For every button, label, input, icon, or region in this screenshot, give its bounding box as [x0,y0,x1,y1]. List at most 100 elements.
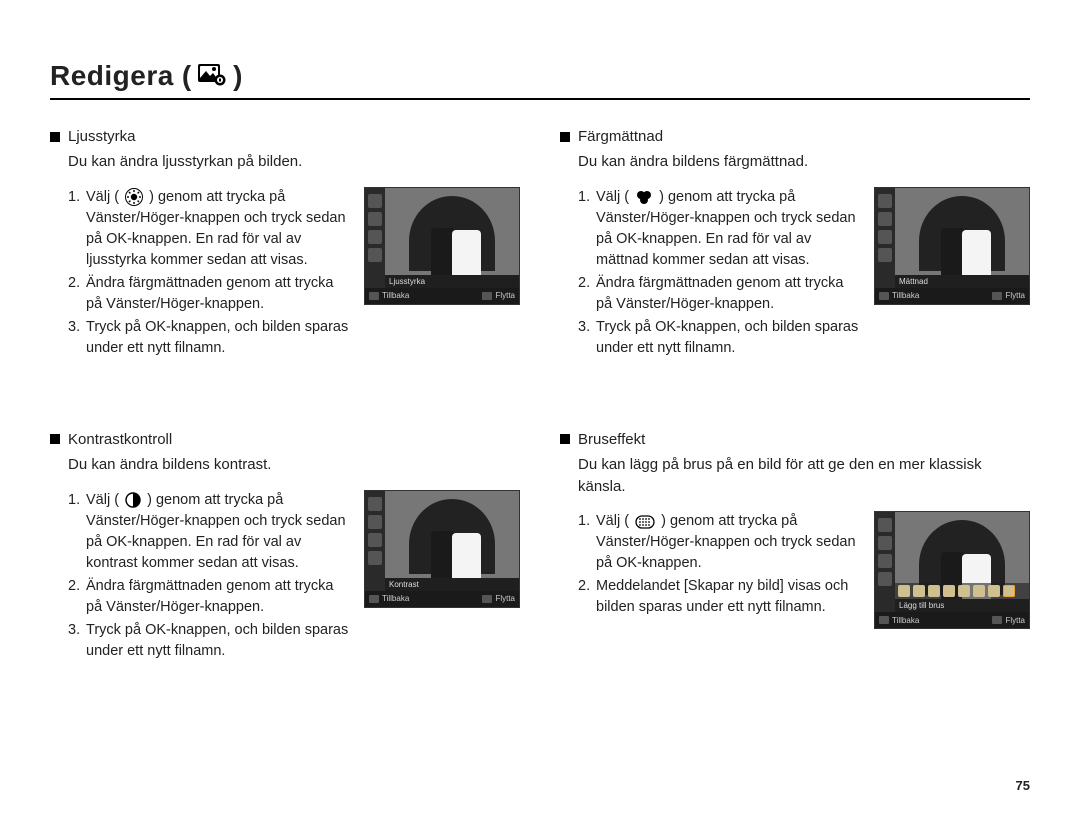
step-number: 1. [578,187,596,271]
page-title-row: Redigera ( ) [50,60,1030,100]
lcd-footer: Tillbaka Flytta [365,288,519,304]
mode-icon [878,572,892,586]
step-item: 3. Tryck på OK-knappen, och bilden spara… [578,317,860,359]
bullet-square-icon [50,434,60,444]
mode-icon [878,554,892,568]
menu-icon [369,595,379,603]
lcd-side-icons [365,491,385,591]
page-number: 75 [1016,778,1030,793]
step-number: 1. [578,511,596,574]
section-heading: Bruseffekt [560,431,1030,448]
effect-icon [973,585,985,597]
mode-icon [878,536,892,550]
mode-icon [878,248,892,262]
lcd-photo: Lägg till brus [895,512,1029,612]
mode-icon [878,212,892,226]
step-item: 1. Välj ( ) genom att trycka på Vänster/… [68,187,350,271]
section-contrast: Kontrastkontroll Du kan ändra bildens ko… [50,431,520,664]
effect-icon [943,585,955,597]
step-text: Meddelandet [Skapar ny bild] visas och b… [596,576,860,618]
section-desc: Du kan ändra bildens kontrast. [68,454,520,476]
step-number: 3. [578,317,596,359]
section-title: Bruseffekt [578,431,645,448]
noise-icon [635,515,655,529]
step-number: 2. [68,273,86,315]
page-title: Redigera [50,60,174,92]
step-item: 3. Tryck på OK-knappen, och bilden spara… [68,317,350,359]
lcd-footer: Tillbaka Flytta [875,612,1029,628]
mode-icon [368,533,382,547]
steps-list: 1. Välj ( ) genom att trycka på Vänster/… [68,490,350,664]
step-item: 2. Ändra färgmättnaden genom att trycka … [68,273,350,315]
mode-icon [878,194,892,208]
mode-icon [368,497,382,511]
menu-icon [369,292,379,300]
step-number: 1. [68,187,86,271]
step-item: 2. Ändra färgmättnaden genom att trycka … [68,576,350,618]
section-desc: Du kan ändra ljusstyrkan på bilden. [68,151,520,173]
step-item: 1. Välj ( ) genom att trycka på Vänster/… [578,187,860,271]
paren-close: ) [233,60,242,92]
lcd-label: Mättnad [895,275,1029,288]
mode-icon [878,230,892,244]
effect-icon [913,585,925,597]
step-item: 2. Ändra färgmättnaden genom att trycka … [578,273,860,315]
back-label: Tillbaka [382,291,409,300]
step-number: 2. [578,576,596,618]
section-title: Ljusstyrka [68,128,136,145]
lcd-preview: Kontrast Tillbaka Flytta [364,490,520,608]
step-number: 3. [68,317,86,359]
lcd-preview: Mättnad Tillbaka Flytta [874,187,1030,305]
step-number: 2. [578,273,596,315]
mode-icon [368,230,382,244]
menu-icon [879,616,889,624]
effect-icon-selected [1003,585,1015,597]
step-text: Ändra färgmättnaden genom att trycka på … [596,273,860,315]
effect-icon [988,585,1000,597]
step-text: Ändra färgmättnaden genom att trycka på … [86,576,350,618]
edit-photo-icon [197,61,227,92]
brightness-icon [125,188,143,206]
section-title: Färgmättnad [578,128,663,145]
nav-icon [482,595,492,603]
step-item: 1. Välj ( ) genom att trycka på Vänster/… [578,511,860,574]
mode-icon [368,515,382,529]
lcd-side-icons [875,512,895,612]
bullet-square-icon [560,132,570,142]
contrast-icon [125,492,141,508]
step-text: Tryck på OK-knappen, och bilden sparas u… [86,317,350,359]
section-desc: Du kan lägg på brus på en bild för att g… [578,454,1030,498]
mode-icon [368,551,382,565]
steps-list: 1. Välj ( ) genom att trycka på Vänster/… [578,511,860,620]
step-text: Välj ( ) genom att trycka på Vänster/Hög… [596,511,860,574]
section-heading: Ljusstyrka [50,128,520,145]
step-text: Ändra färgmättnaden genom att trycka på … [86,273,350,315]
mode-icon [368,194,382,208]
move-label: Flytta [495,594,515,603]
nav-icon [482,292,492,300]
lcd-footer: Tillbaka Flytta [365,591,519,607]
nav-icon [992,616,1002,624]
move-label: Flytta [1005,616,1025,625]
move-label: Flytta [495,291,515,300]
section-title: Kontrastkontroll [68,431,172,448]
lcd-preview: Lägg till brus Tillbaka Flytta [874,511,1030,629]
step-number: 2. [68,576,86,618]
move-label: Flytta [1005,291,1025,300]
section-heading: Kontrastkontroll [50,431,520,448]
mode-icon [368,212,382,226]
menu-icon [879,292,889,300]
mode-icon [368,248,382,262]
step-text: Välj ( ) genom att trycka på Vänster/Hög… [86,187,350,271]
lcd-photo: Kontrast [385,491,519,591]
lcd-photo: Ljusstyrka [385,188,519,288]
section-heading: Färgmättnad [560,128,1030,145]
back-label: Tillbaka [892,616,919,625]
paren-open: ( [182,60,191,92]
lcd-label: Ljusstyrka [385,275,519,288]
bullet-square-icon [560,434,570,444]
effect-icon [928,585,940,597]
step-text: Välj ( ) genom att trycka på Vänster/Hög… [86,490,350,574]
lcd-photo: Mättnad [895,188,1029,288]
section-brightness: Ljusstyrka Du kan ändra ljusstyrkan på b… [50,128,520,361]
